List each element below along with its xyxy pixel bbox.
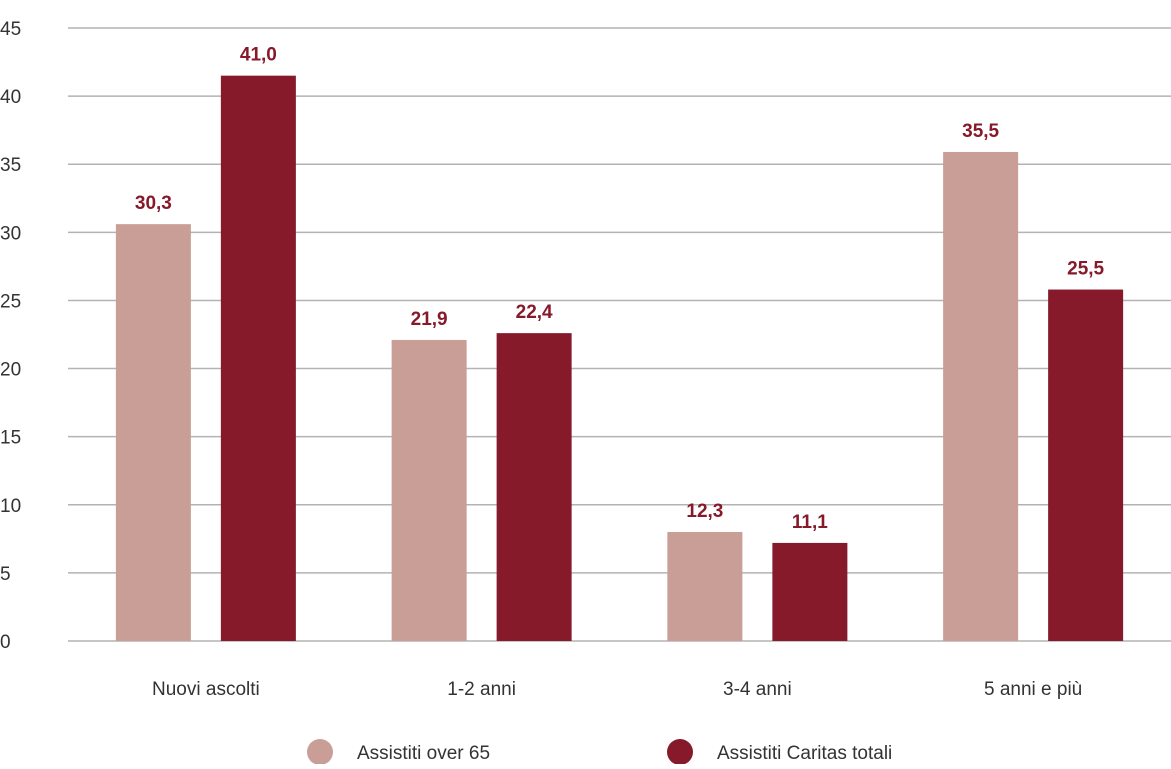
y-tick-label: 45 xyxy=(0,19,21,40)
bar xyxy=(391,339,467,641)
y-tick-label: 40 xyxy=(0,87,21,108)
data-label: 11,1 xyxy=(792,512,828,533)
data-label: 41,0 xyxy=(240,45,277,66)
y-tick-label: 15 xyxy=(0,428,21,449)
y-tick-label: 35 xyxy=(0,155,21,176)
bar xyxy=(1048,289,1124,641)
legend-swatch xyxy=(667,739,693,765)
data-label: 35,5 xyxy=(962,121,999,142)
bar xyxy=(115,224,191,641)
category-label: Nuovi ascolti xyxy=(152,679,260,700)
category-label: 3-4 anni xyxy=(723,679,792,700)
y-axis-ticks: 0 5 10 15 20 25 30 35 40 45 xyxy=(0,19,21,653)
y-tick-label: 30 xyxy=(0,223,21,244)
data-labels: 30,3 41,0 21,9 22,4 12,3 11,1 35,5 25,5 xyxy=(135,45,1105,533)
y-tick-label: 25 xyxy=(0,291,21,312)
y-tick-label: 10 xyxy=(0,496,21,517)
bars xyxy=(115,75,1124,641)
legend-swatch xyxy=(307,739,333,765)
data-label: 21,9 xyxy=(411,309,448,330)
bar xyxy=(220,75,296,641)
legend-label: Assistiti Caritas totali xyxy=(717,743,892,764)
bar xyxy=(772,542,848,641)
category-label: 5 anni e più xyxy=(984,679,1082,700)
bar xyxy=(667,532,743,641)
data-label: 30,3 xyxy=(135,193,172,214)
y-tick-label: 0 xyxy=(0,632,11,653)
data-label: 25,5 xyxy=(1067,259,1104,280)
y-tick-label: 5 xyxy=(0,564,11,585)
x-axis-categories: Nuovi ascolti 1-2 anni 3-4 anni 5 anni e pi… xyxy=(152,679,1082,700)
y-tick-label: 20 xyxy=(0,360,21,381)
data-label: 22,4 xyxy=(516,302,553,323)
category-label: 1-2 anni xyxy=(447,679,516,700)
legend-label: Assistiti over 65 xyxy=(357,743,490,764)
bar xyxy=(943,151,1019,641)
legend: Assistiti over 65 Assistiti Caritas total… xyxy=(307,739,892,765)
data-label: 12,3 xyxy=(686,501,723,522)
bar xyxy=(496,333,572,641)
